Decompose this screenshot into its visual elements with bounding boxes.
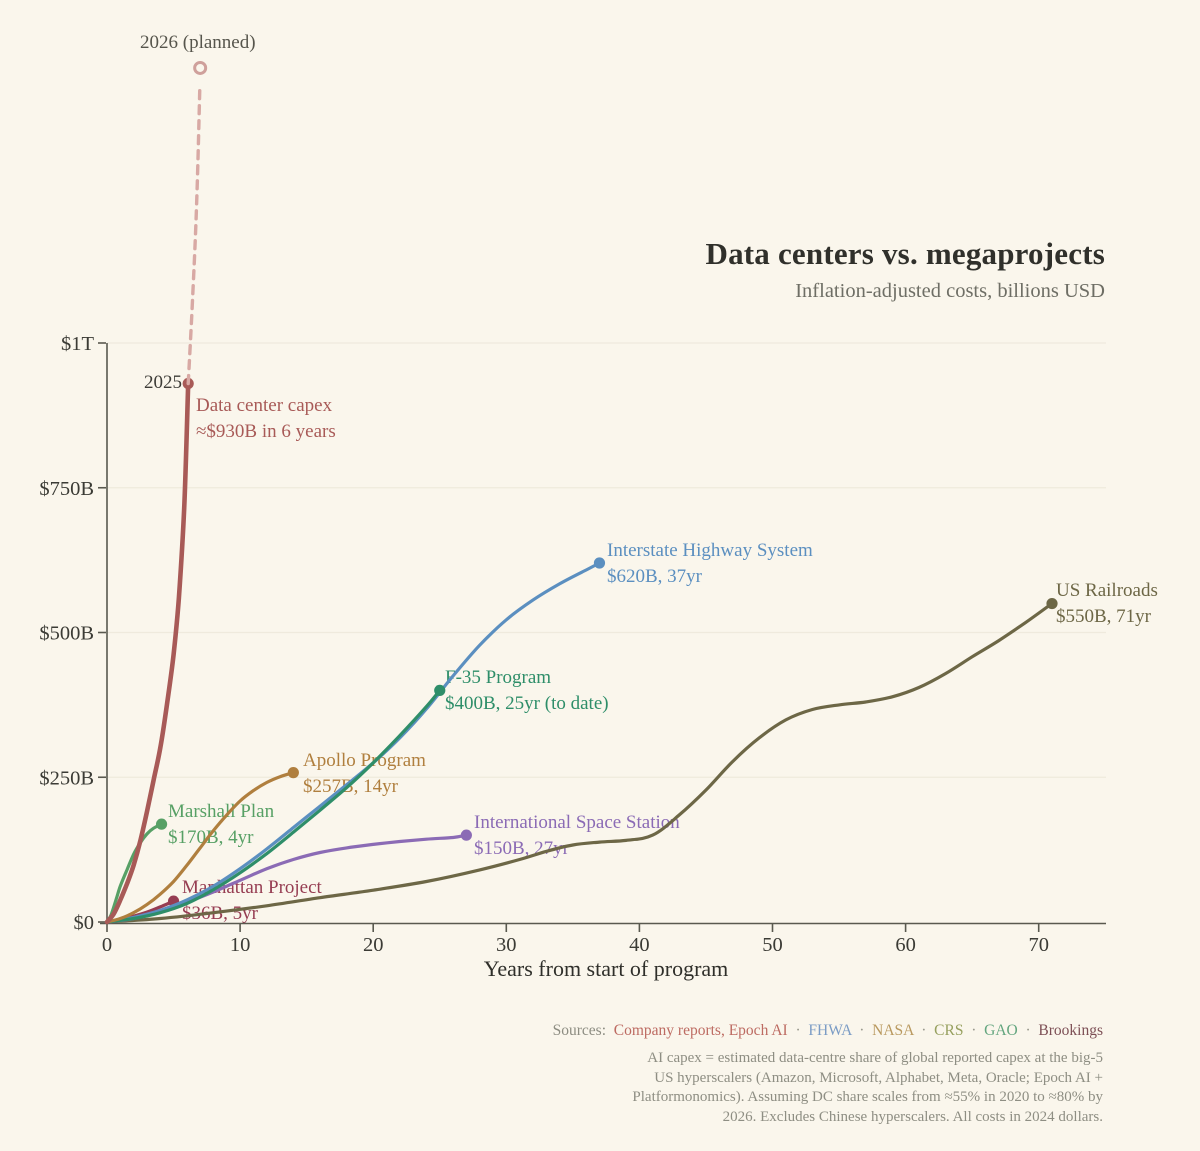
source-segment-11: · — [1017, 1022, 1039, 1039]
label-us-railroads-line-2: $550B, 71yr — [1056, 605, 1151, 627]
footnote-line-4: 2026. Excludes Chinese hyperscalers. All… — [722, 1108, 1103, 1125]
footnote: AI capex = estimated data-centre share o… — [483, 1049, 1103, 1127]
sources-line: Sources: Company reports, Epoch AI · FHW… — [553, 1022, 1103, 1040]
dot-f35-program — [434, 684, 446, 697]
line-marshall-plan — [105, 822, 164, 924]
label-apollo-program-line-1: Apollo Program — [303, 750, 426, 771]
axes — [100, 343, 1106, 925]
label-f35-program: F-35 Program $400B, 25yr (to date) — [445, 665, 609, 716]
line-interstate-highway-system — [105, 561, 602, 924]
x-tick-label-70: 70 — [1028, 934, 1049, 956]
label-international-space-station-line-1: International Space Station — [474, 812, 680, 833]
footnote-line-1: AI capex = estimated data-centre share o… — [647, 1050, 1103, 1066]
source-segment-9: · — [963, 1022, 985, 1039]
x-tick-label-20: 20 — [363, 934, 384, 956]
y-tick-label-1000: $1T — [61, 333, 95, 355]
dot-international-space-station — [460, 829, 472, 841]
x-tick-label-50: 50 — [762, 934, 783, 956]
point-label-2026-planned: 2026 (planned) — [140, 32, 256, 53]
dot-us-railroads — [1046, 597, 1058, 610]
y-tick-label-750: $750B — [39, 478, 94, 500]
y-tick-label-250: $250B — [39, 767, 94, 789]
source-segment-8: CRS — [934, 1022, 964, 1039]
line-data-center-capex — [104, 381, 191, 925]
label-f35-program-line-1: F-35 Program — [445, 667, 552, 688]
x-tick-label-0: 0 — [102, 934, 112, 956]
line-f35-program — [105, 688, 442, 924]
x-tick-label-30: 30 — [496, 934, 517, 956]
dot-interstate-highway-system — [593, 557, 606, 569]
source-segment-3: · — [787, 1022, 809, 1039]
line-data-center-2026-planned — [186, 86, 202, 386]
label-apollo-program: Apollo Program $257B, 14yr — [303, 748, 426, 799]
x-tick-label-10: 10 — [230, 934, 251, 956]
x-tick-label-60: 60 — [895, 934, 916, 956]
source-segment-4: FHWA — [808, 1022, 852, 1039]
source-segment-1: Company reports, — [613, 1022, 725, 1039]
x-tick-label-40: 40 — [629, 934, 650, 956]
x-axis-title: Years from start of program — [483, 956, 729, 981]
open-circle-data-center-2026-planned — [193, 60, 208, 75]
source-segment-5: · — [851, 1022, 873, 1039]
source-segment-7: · — [913, 1022, 935, 1039]
footnote-line-3: Platformonomics). Assuming DC share scal… — [632, 1089, 1103, 1105]
label-data-center-capex-line-2: ≈$930B in 6 years — [196, 420, 336, 442]
point-label-2025: 2025 — [144, 372, 182, 393]
dot-apollo-program — [287, 767, 299, 779]
chart-title: Data centers vs. megaprojects — [705, 236, 1105, 271]
footnote-line-2: US hyperscalers (Amazon, Microsoft, Alph… — [654, 1069, 1103, 1086]
label-f35-program-line-2: $400B, 25yr (to date) — [445, 692, 609, 714]
label-data-center-capex-line-1: Data center capex — [196, 395, 333, 416]
source-segment-12: Brookings — [1038, 1022, 1103, 1039]
label-marshall-plan-line-2: $170B, 4yr — [168, 826, 254, 848]
source-segment-6: NASA — [872, 1022, 914, 1039]
source-segment-2: Epoch AI — [724, 1022, 788, 1039]
y-tick-label-0: $0 — [74, 912, 95, 934]
line-apollo-program — [105, 771, 295, 924]
label-data-center-capex: Data center capex ≈$930B in 6 years — [196, 393, 336, 444]
label-marshall-plan: Marshall Plan $170B, 4yr — [168, 799, 274, 850]
dot-marshall-plan — [155, 818, 168, 830]
label-interstate-highway-system-line-2: $620B, 37yr — [607, 565, 702, 587]
y-tick-label-500: $500B — [39, 623, 94, 645]
label-marshall-plan-line-1: Marshall Plan — [168, 801, 275, 822]
line-us-railroads — [105, 601, 1054, 924]
label-us-railroads-line-1: US Railroads — [1056, 580, 1158, 601]
source-segment-10: GAO — [984, 1022, 1018, 1039]
chart-subtitle: Inflation-adjusted costs, billions USD — [795, 280, 1105, 302]
source-segment-0: Sources: — [552, 1022, 614, 1039]
label-interstate-highway-system-line-1: Interstate Highway System — [607, 540, 813, 561]
label-interstate-highway-system: Interstate Highway System $620B, 37yr — [607, 538, 813, 589]
label-us-railroads: US Railroads $550B, 71yr — [1056, 578, 1158, 629]
